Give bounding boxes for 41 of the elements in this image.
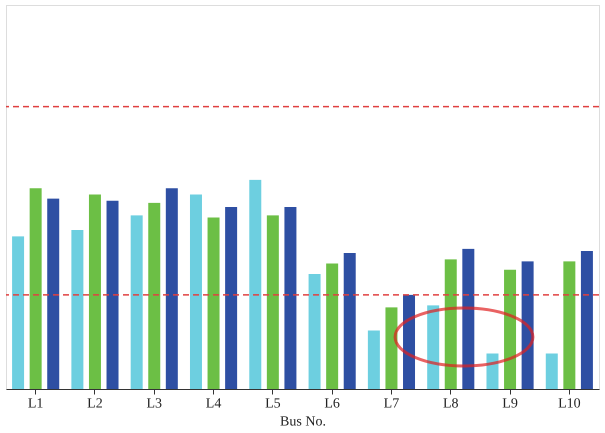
x-tick-label: L8: [442, 396, 459, 412]
bar: [546, 353, 558, 389]
bar: [326, 264, 338, 389]
bar: [522, 261, 534, 389]
bar: [12, 236, 24, 389]
x-tick-label: L1: [28, 396, 44, 412]
bar: [427, 305, 440, 389]
x-axis-title: Bus No.: [280, 414, 326, 430]
bar: [462, 248, 474, 389]
bar: [71, 230, 84, 389]
bar: [88, 194, 101, 389]
x-tick-label: L10: [558, 396, 581, 412]
bar: [444, 259, 457, 389]
bar: [208, 217, 220, 389]
bar: [504, 270, 516, 389]
x-tick-label: L2: [87, 396, 103, 412]
bar: [249, 180, 262, 389]
bar: [30, 188, 42, 389]
bar: [403, 294, 416, 389]
bar: [385, 307, 398, 389]
x-tick-label: L9: [502, 396, 518, 412]
bar: [580, 250, 593, 389]
bar: [284, 207, 296, 389]
x-tick-label: L3: [146, 396, 162, 412]
bar: [368, 330, 380, 389]
bar: [47, 198, 60, 389]
x-tick-label: L5: [265, 396, 281, 412]
bar: [486, 353, 498, 389]
x-tick-label: L4: [206, 396, 222, 412]
x-tick-label: L7: [384, 396, 400, 412]
bar: [190, 194, 202, 389]
x-tick-label: L6: [324, 396, 340, 412]
bar: [225, 207, 238, 389]
bar: [308, 274, 321, 389]
bar: [166, 188, 178, 389]
bar: [344, 253, 356, 389]
bar: [563, 261, 576, 389]
bar: [266, 215, 279, 389]
bar: [130, 215, 143, 389]
bar: [106, 200, 119, 389]
bar: [148, 202, 160, 389]
